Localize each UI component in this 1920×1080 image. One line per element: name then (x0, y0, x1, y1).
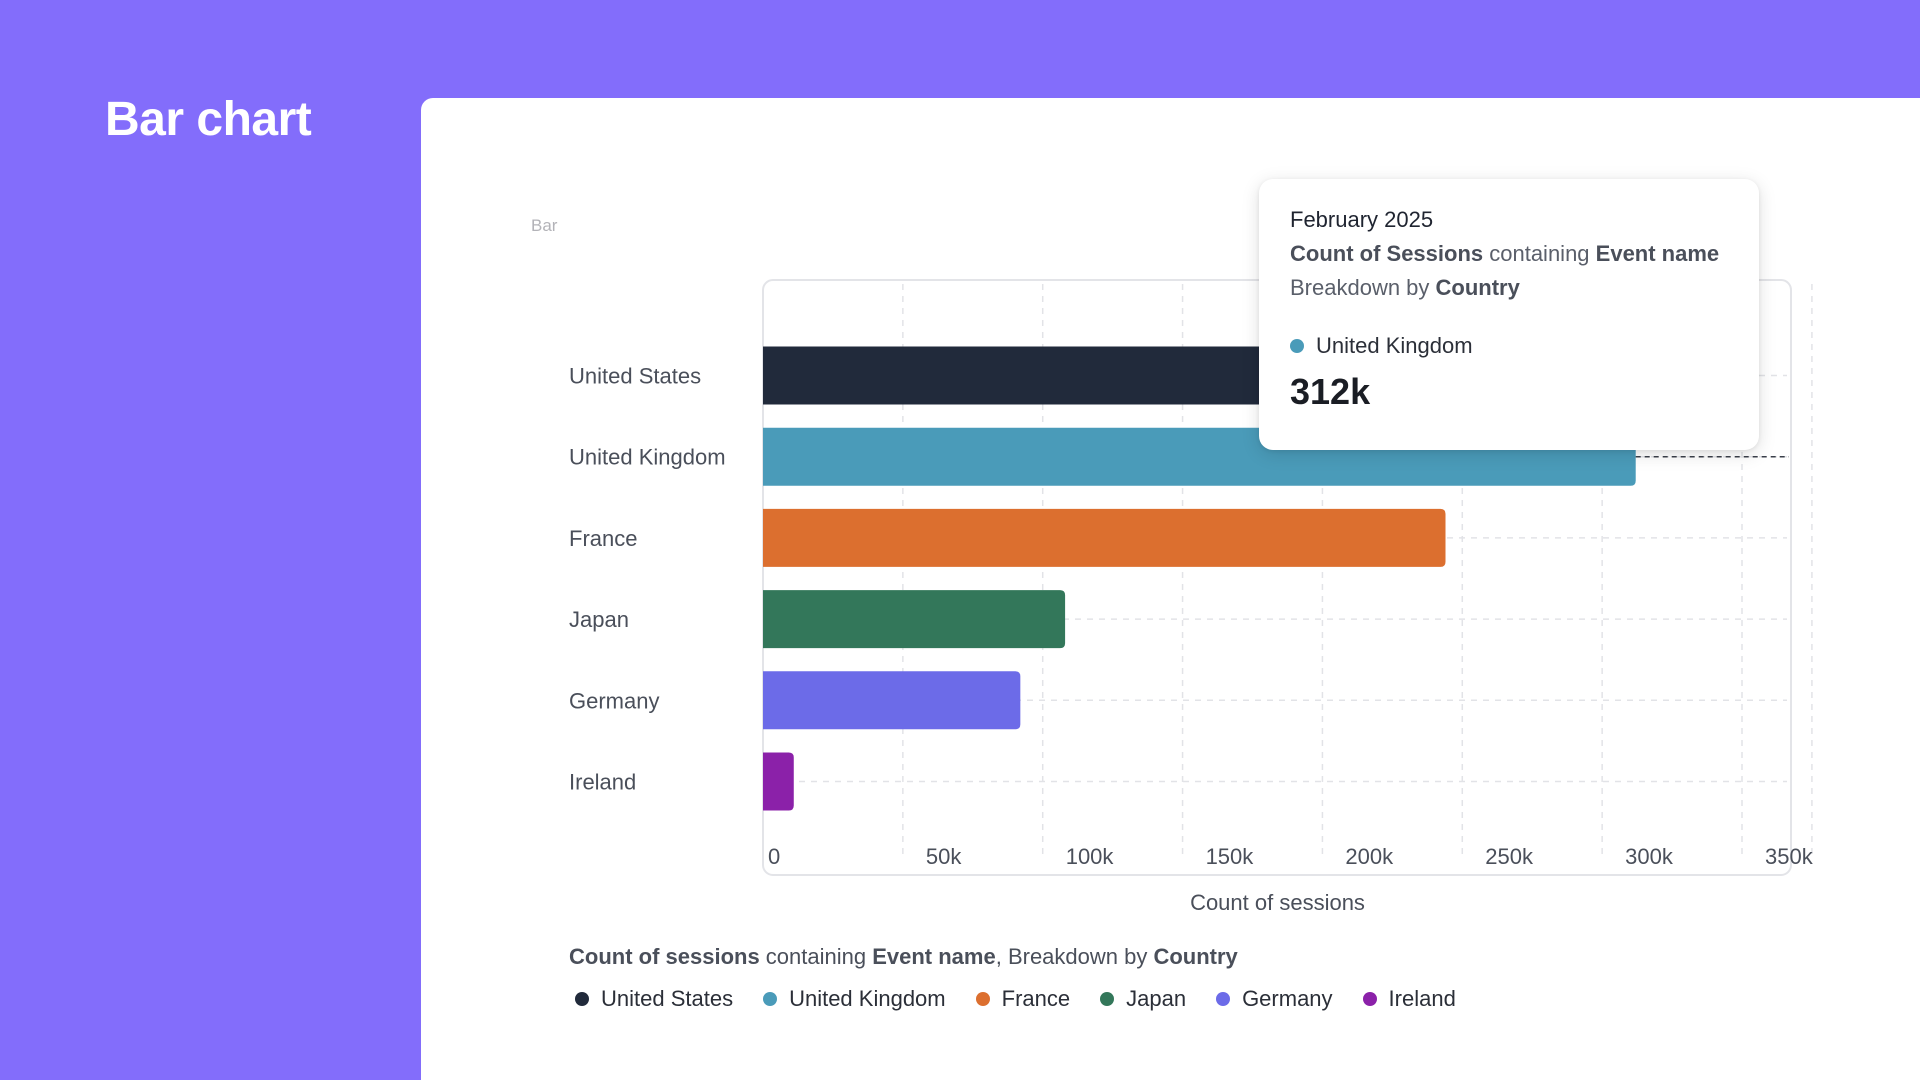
tooltip-series-name: United Kingdom (1316, 333, 1473, 358)
x-tick-label: 300k (1625, 844, 1674, 869)
category-label: United Kingdom (569, 445, 726, 470)
legend-dot (575, 992, 589, 1006)
legend-label: France (1001, 986, 1071, 1011)
chart-legend: United States United Kingdom France Japan Ge… (575, 986, 1486, 1012)
legend-title: Count of sessions containing Event name,… (569, 944, 1238, 970)
category-label: France (569, 526, 637, 551)
legend-item-united-kingdom[interactable]: United Kingdom (763, 986, 946, 1012)
category-label: Japan (569, 607, 629, 632)
tooltip-value: 312k (1290, 371, 1371, 412)
page-title: Bar chart (105, 93, 312, 146)
legend-label: United Kingdom (789, 986, 946, 1011)
tooltip-breakdown-field: Country (1435, 275, 1520, 300)
legend-dot (763, 992, 778, 1006)
legend-label: Japan (1126, 986, 1187, 1011)
legend-item-ireland[interactable]: Ireland (1362, 986, 1456, 1012)
tooltip-event: Event name (1595, 241, 1720, 266)
legend-item-france[interactable]: France (975, 986, 1071, 1012)
x-tick-label: 200k (1345, 844, 1394, 869)
tooltip-connector: containing (1483, 241, 1596, 266)
tooltip-series-dot (1290, 339, 1304, 353)
tooltip-breakdown-prefix: Breakdown by (1290, 275, 1436, 300)
legend-title-breakdown: Country (1153, 944, 1238, 969)
legend-title-connector: containing (759, 944, 873, 969)
x-tick-label: 250k (1485, 844, 1534, 869)
legend-item-germany[interactable]: Germany (1216, 986, 1333, 1012)
category-label: United States (569, 364, 701, 389)
x-tick-label: 50k (926, 844, 962, 869)
bar-japan[interactable] (763, 590, 1066, 649)
legend-title-event: Event name (872, 944, 996, 969)
bar-ireland[interactable] (763, 752, 794, 811)
legend-title-metric: Count of sessions (569, 944, 760, 969)
legend-dot (1100, 992, 1115, 1006)
x-tick-label: 100k (1066, 844, 1115, 869)
tooltip-breakdown: Breakdown by Country (1290, 271, 1759, 305)
tooltip-date: February 2025 (1290, 207, 1434, 232)
category-label: Ireland (569, 770, 636, 795)
tooltip-series: United Kingdom (1290, 333, 1759, 359)
tooltip-metric: Count of Sessions (1290, 241, 1484, 266)
x-tick-label: 350k (1765, 844, 1814, 869)
x-axis-title: Count of sessions (1190, 890, 1365, 915)
x-tick-label: 0 (768, 844, 780, 869)
x-tick-label: 150k (1206, 844, 1255, 869)
bar-france[interactable] (763, 508, 1446, 567)
legend-title-connector-2: , Breakdown by (995, 944, 1154, 969)
legend-dot (975, 992, 990, 1006)
legend-dot (1216, 992, 1231, 1006)
legend-label: United States (601, 986, 734, 1011)
legend-dot (1362, 992, 1377, 1006)
panel-label: Bar (531, 216, 558, 235)
tooltip-description: Count of Sessions containing Event name (1290, 237, 1759, 271)
legend-item-united-states[interactable]: United States (575, 986, 733, 1012)
legend-item-japan[interactable]: Japan (1100, 986, 1186, 1012)
chart-tooltip: February 2025 Count of Sessions containi… (1259, 179, 1759, 450)
legend-label: Germany (1242, 986, 1333, 1011)
category-label: Germany (569, 688, 659, 713)
bar-germany[interactable] (763, 671, 1021, 730)
legend-label: Ireland (1388, 986, 1456, 1011)
